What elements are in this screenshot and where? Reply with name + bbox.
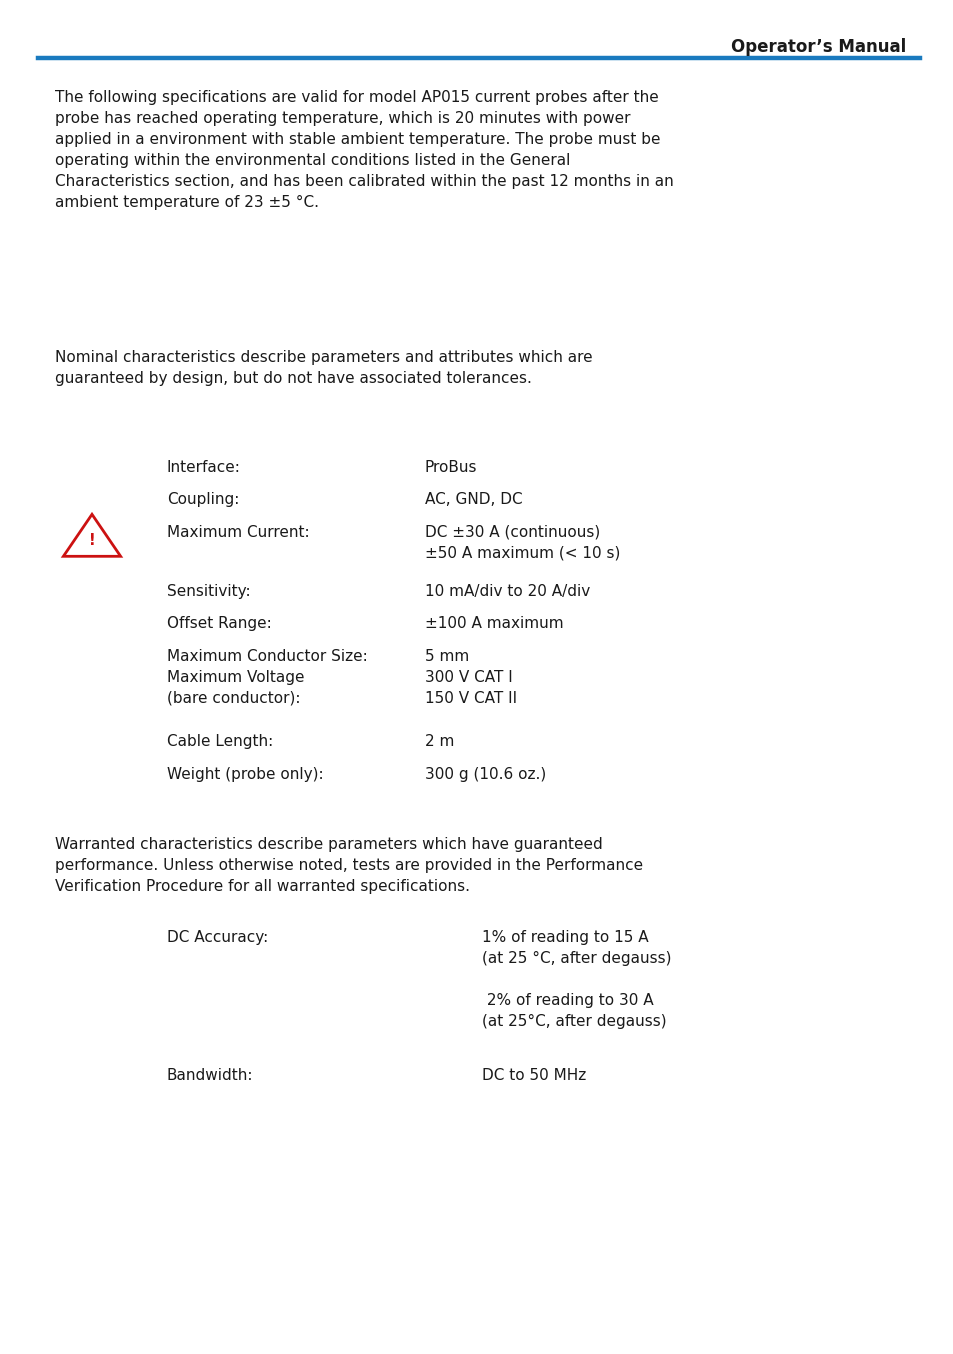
Text: Maximum Current:: Maximum Current: — [167, 525, 310, 540]
Text: Coupling:: Coupling: — [167, 493, 239, 508]
Text: Cable Length:: Cable Length: — [167, 734, 273, 749]
Text: ±100 A maximum: ±100 A maximum — [424, 616, 562, 631]
Text: Characteristics section, and has been calibrated within the past 12 months in an: Characteristics section, and has been ca… — [55, 173, 673, 190]
Text: Operator’s Manual: Operator’s Manual — [730, 38, 905, 56]
Text: ProBus: ProBus — [424, 460, 476, 475]
Text: guaranteed by design, but do not have associated tolerances.: guaranteed by design, but do not have as… — [55, 371, 532, 386]
Text: Sensitivity:: Sensitivity: — [167, 584, 251, 598]
Text: Verification Procedure for all warranted specifications.: Verification Procedure for all warranted… — [55, 879, 470, 894]
Text: Interface:: Interface: — [167, 460, 240, 475]
Text: ambient temperature of 23 ±5 °C.: ambient temperature of 23 ±5 °C. — [55, 195, 318, 210]
Text: DC to 50 MHz: DC to 50 MHz — [481, 1068, 585, 1083]
Text: 300 g (10.6 oz.): 300 g (10.6 oz.) — [424, 766, 545, 781]
Text: DC Accuracy:: DC Accuracy: — [167, 930, 268, 945]
Text: AC, GND, DC: AC, GND, DC — [424, 493, 521, 508]
Text: operating within the environmental conditions listed in the General: operating within the environmental condi… — [55, 153, 570, 168]
Text: applied in a environment with stable ambient temperature. The probe must be: applied in a environment with stable amb… — [55, 131, 659, 148]
Text: The following specifications are valid for model AP015 current probes after the: The following specifications are valid f… — [55, 89, 659, 106]
Text: DC ±30 A (continuous)
±50 A maximum (< 10 s): DC ±30 A (continuous) ±50 A maximum (< 1… — [424, 525, 619, 561]
Text: Bandwidth:: Bandwidth: — [167, 1068, 253, 1083]
Text: 2 m: 2 m — [424, 734, 454, 749]
Text: performance. Unless otherwise noted, tests are provided in the Performance: performance. Unless otherwise noted, tes… — [55, 858, 642, 873]
Text: probe has reached operating temperature, which is 20 minutes with power: probe has reached operating temperature,… — [55, 111, 630, 126]
Text: Weight (probe only):: Weight (probe only): — [167, 766, 323, 781]
Text: 1% of reading to 15 A
(at 25 °C, after degauss)

 2% of reading to 30 A
(at 25°C: 1% of reading to 15 A (at 25 °C, after d… — [481, 930, 671, 1029]
Text: Nominal characteristics describe parameters and attributes which are: Nominal characteristics describe paramet… — [55, 349, 592, 366]
Text: 5 mm
300 V CAT I
150 V CAT II: 5 mm 300 V CAT I 150 V CAT II — [424, 649, 517, 705]
Text: Offset Range:: Offset Range: — [167, 616, 272, 631]
Text: !: ! — [89, 533, 95, 548]
Text: Maximum Conductor Size:
Maximum Voltage
(bare conductor):: Maximum Conductor Size: Maximum Voltage … — [167, 649, 367, 705]
Text: Warranted characteristics describe parameters which have guaranteed: Warranted characteristics describe param… — [55, 837, 602, 852]
Text: 10 mA/div to 20 A/div: 10 mA/div to 20 A/div — [424, 584, 589, 598]
